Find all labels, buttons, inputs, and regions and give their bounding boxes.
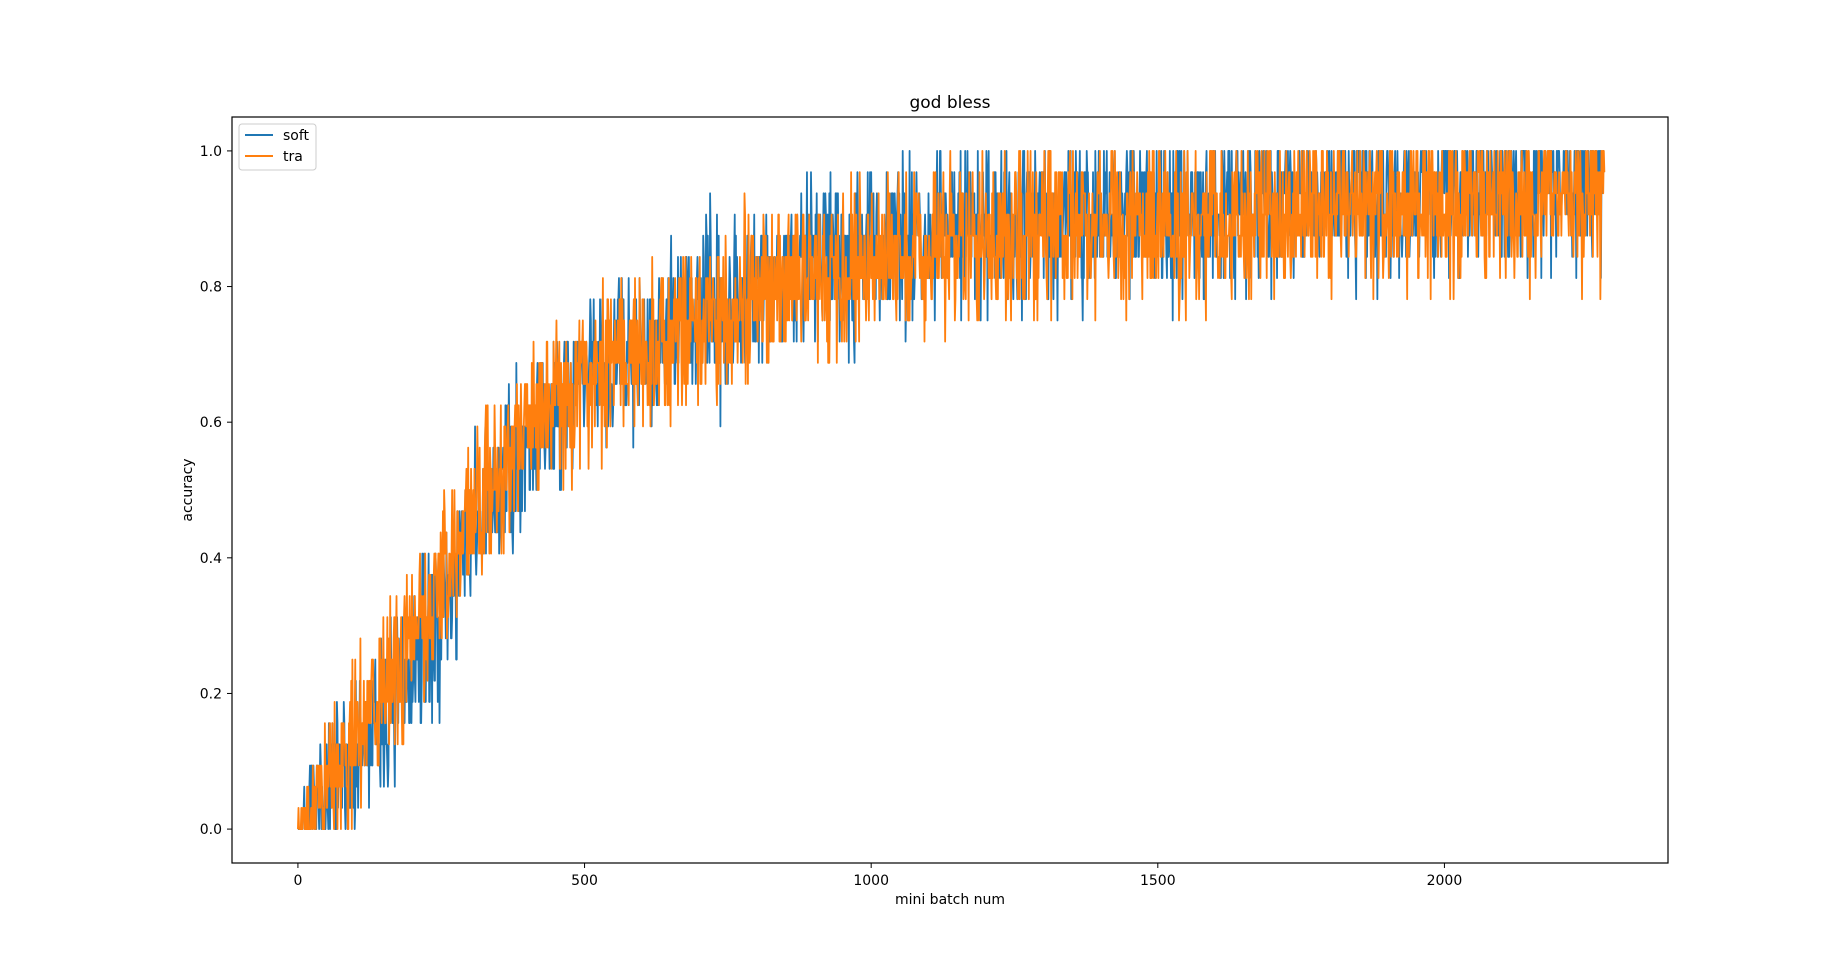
chart-title: god bless [909, 93, 990, 113]
y-tick-label: 0.4 [200, 551, 222, 567]
y-tick-label: 1.0 [200, 144, 222, 160]
y-axis: 0.0 0.2 0.4 0.6 0.8 1.0 [200, 144, 232, 838]
y-tick-label: 0.0 [200, 822, 222, 838]
series-layer [297, 150, 1606, 830]
y-tick-label: 0.2 [200, 686, 222, 702]
y-axis-label: accuracy [180, 458, 196, 521]
legend-label-tra: tra [283, 149, 303, 165]
x-axis: 0 500 1000 1500 2000 [293, 863, 1462, 889]
series-line-tra [297, 150, 1606, 830]
x-tick-label: 0 [293, 873, 302, 889]
legend-label-soft: soft [283, 128, 310, 144]
legend: soft tra [238, 123, 317, 171]
y-tick-label: 0.8 [200, 280, 222, 296]
x-tick-label: 500 [571, 873, 598, 889]
x-tick-label: 2000 [1427, 873, 1463, 889]
x-axis-label: mini batch num [895, 892, 1005, 908]
x-tick-label: 1000 [853, 873, 889, 889]
x-tick-label: 1500 [1140, 873, 1176, 889]
y-tick-label: 0.6 [200, 415, 222, 431]
plot-frame [231, 116, 1669, 864]
